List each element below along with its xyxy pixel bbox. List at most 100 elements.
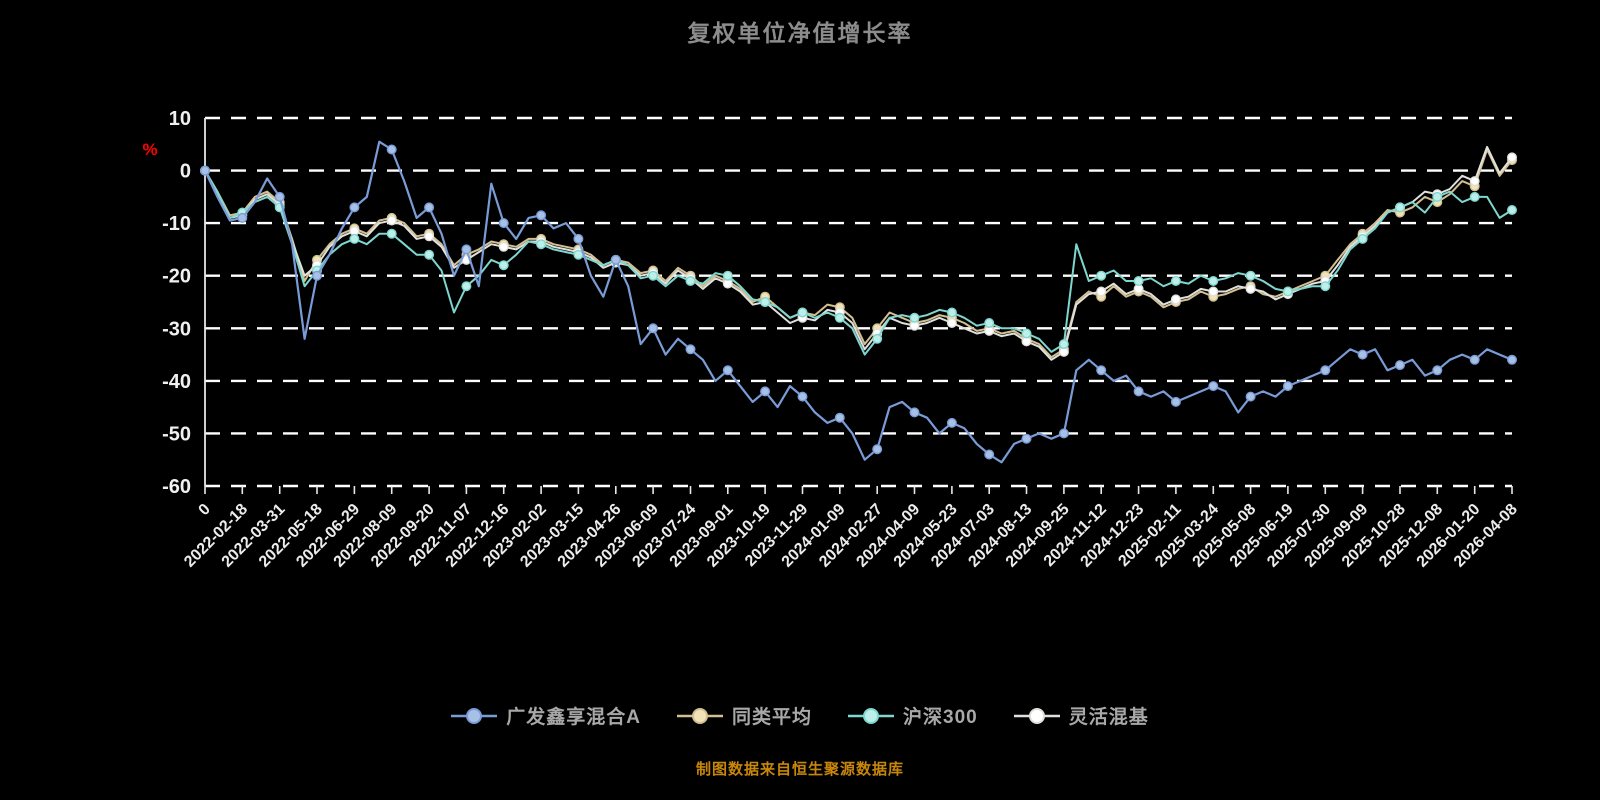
series-marker-广发鑫享混合A	[872, 444, 883, 455]
series-marker-灵活混基	[1170, 294, 1181, 305]
series-marker-沪深300	[1469, 191, 1480, 202]
x-tick-label: 0	[196, 501, 214, 519]
series-marker-广发鑫享混合A	[1282, 381, 1293, 392]
y-tick-label: -50	[162, 423, 191, 445]
series-marker-广发鑫享混合A	[1133, 386, 1144, 397]
series-marker-沪深300	[498, 260, 509, 271]
series-marker-广发鑫享混合A	[461, 244, 472, 255]
legend-item-同类平均[interactable]: 同类平均	[677, 702, 812, 729]
series-marker-广发鑫享混合A	[610, 254, 621, 265]
series-marker-灵活混基	[1506, 152, 1517, 163]
series-marker-广发鑫享混合A	[1394, 360, 1405, 371]
y-tick-label: -10	[162, 213, 191, 235]
series-marker-广发鑫享混合A	[722, 365, 733, 376]
series-marker-广发鑫享混合A	[834, 412, 845, 423]
series-marker-沪深300	[1170, 276, 1181, 287]
series-marker-沪深300	[722, 270, 733, 281]
series-marker-广发鑫享混合A	[1357, 349, 1368, 360]
series-marker-广发鑫享混合A	[797, 391, 808, 402]
series-marker-沪深300	[1432, 191, 1443, 202]
series-marker-灵活混基	[946, 318, 957, 329]
legend-item-广发鑫享混合A[interactable]: 广发鑫享混合A	[451, 702, 641, 729]
legend-label: 广发鑫享混合A	[506, 707, 641, 728]
y-tick-label: 10	[169, 108, 191, 130]
series-marker-广发鑫享混合A	[1096, 365, 1107, 376]
series-marker-广发鑫享混合A	[1058, 428, 1069, 439]
series-marker-灵活混基	[1096, 286, 1107, 297]
series-marker-广发鑫享混合A	[1320, 365, 1331, 376]
series-marker-沪深300	[1320, 281, 1331, 292]
y-axis-unit-label: %	[142, 140, 157, 159]
series-line-灵活混基	[204, 145, 1513, 361]
series-marker-沪深300	[872, 333, 883, 344]
series-marker-广发鑫享混合A	[1469, 354, 1480, 365]
legend-label: 同类平均	[732, 707, 813, 728]
series-marker-灵活混基	[386, 215, 397, 226]
legend-marker-icon	[451, 707, 498, 724]
series-marker-广发鑫享混合A	[274, 191, 285, 202]
page-title: 复权单位净值增长率	[687, 20, 913, 46]
y-tick-label: -30	[162, 318, 191, 340]
legend-item-沪深300[interactable]: 沪深300	[848, 702, 978, 729]
series-marker-沪深300	[1282, 286, 1293, 297]
series-marker-沪深300	[834, 312, 845, 323]
series-marker-沪深300	[1245, 270, 1256, 281]
series-marker-沪深300	[1058, 339, 1069, 350]
series-marker-广发鑫享混合A	[1170, 396, 1181, 407]
series-marker-灵活混基	[1469, 176, 1480, 187]
series-marker-沪深300	[536, 239, 547, 250]
legend-marker-icon	[677, 707, 723, 724]
series-marker-广发鑫享混合A	[1506, 354, 1517, 365]
series-marker-沪深300	[797, 307, 808, 318]
series-marker-沪深300	[760, 297, 771, 308]
y-tick-label: -40	[162, 371, 191, 393]
series-marker-灵活混基	[1245, 283, 1256, 294]
series-marker-广发鑫享混合A	[536, 210, 547, 221]
series-line-沪深300	[204, 169, 1513, 356]
series-marker-沪深300	[984, 318, 995, 329]
series-marker-广发鑫享混合A	[573, 233, 584, 244]
series-line-广发鑫享混合A	[203, 140, 1514, 464]
series-marker-广发鑫享混合A	[349, 202, 360, 213]
series-marker-广发鑫享混合A	[685, 344, 696, 355]
series-marker-广发鑫享混合A	[760, 386, 771, 397]
series-marker-广发鑫享混合A	[984, 449, 995, 460]
legend-item-灵活混基[interactable]: 灵活混基	[1013, 702, 1149, 729]
legend-marker-icon	[1013, 707, 1060, 724]
legend-label: 沪深300	[903, 707, 978, 728]
series-marker-沪深300	[1133, 276, 1144, 287]
y-tick-label: 0	[180, 161, 191, 183]
legend-label: 灵活混基	[1068, 707, 1149, 728]
series-marker-沪深300	[685, 276, 696, 287]
series-marker-沪深300	[424, 249, 435, 260]
series-marker-沪深300	[461, 281, 472, 292]
series-marker-广发鑫享混合A	[1208, 381, 1219, 392]
series-marker-沪深300	[386, 228, 397, 239]
series-marker-广发鑫享混合A	[498, 218, 509, 229]
series-line-同类平均	[204, 148, 1513, 359]
series-marker-沪深300	[573, 249, 584, 260]
series-marker-广发鑫享混合A	[1245, 391, 1256, 402]
series-marker-广发鑫享混合A	[312, 270, 323, 281]
y-tick-label: -20	[162, 266, 191, 288]
series-marker-广发鑫享混合A	[424, 202, 435, 213]
series-marker-沪深300	[648, 270, 659, 281]
series-marker-广发鑫享混合A	[1432, 365, 1443, 376]
series-marker-沪深300	[946, 307, 957, 318]
series-marker-广发鑫享混合A	[946, 417, 957, 428]
series-marker-广发鑫享混合A	[386, 144, 397, 155]
series-marker-灵活混基	[1208, 286, 1219, 297]
series-marker-沪深300	[1208, 276, 1219, 287]
legend-marker-icon	[848, 707, 895, 724]
series-marker-沪深300	[1394, 202, 1405, 213]
series-marker-广发鑫享混合A	[648, 323, 659, 334]
series-marker-灵活混基	[424, 231, 435, 242]
series-marker-沪深300	[349, 233, 360, 244]
data-source-caption: 制图数据来自恒生聚源数据库	[695, 761, 904, 778]
chart-legend: 广发鑫享混合A 同类平均 沪深300 灵活混基	[0, 702, 1600, 729]
series-marker-广发鑫享混合A	[909, 407, 920, 418]
series-marker-沪深300	[909, 312, 920, 323]
series-marker-广发鑫享混合A	[1021, 433, 1032, 444]
